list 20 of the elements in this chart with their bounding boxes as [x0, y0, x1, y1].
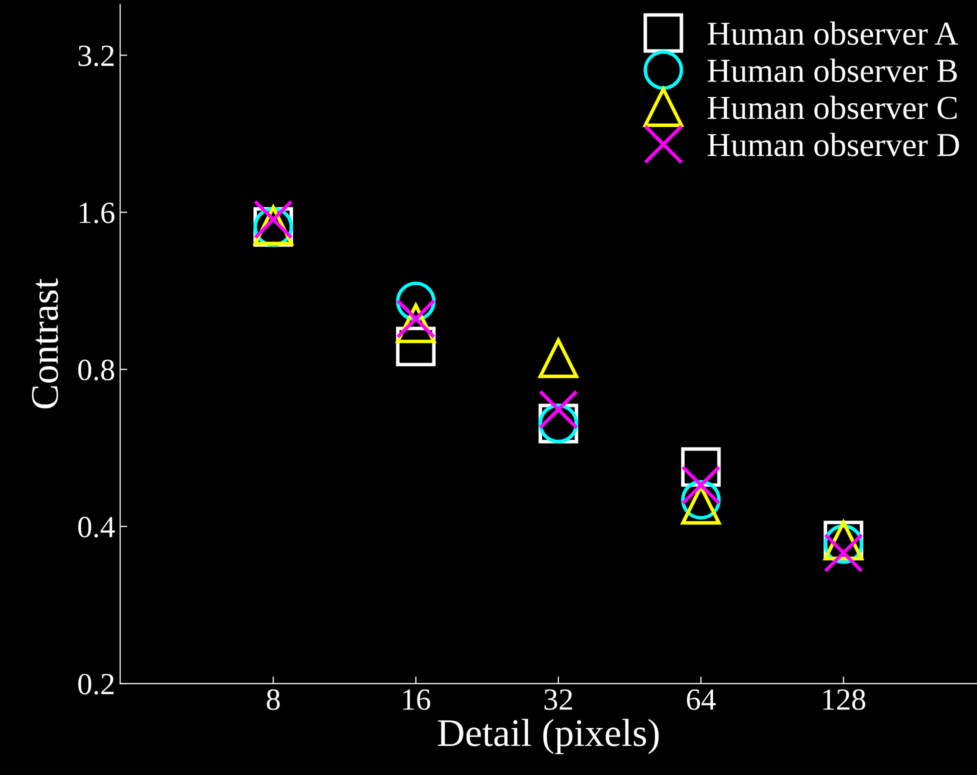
y-tick-label: 0.8	[78, 360, 114, 380]
y-tick-label: 3.2	[78, 46, 114, 66]
y-tick-label: 0.2	[78, 674, 114, 695]
legend-label: Human observer A	[708, 22, 958, 45]
point	[538, 390, 578, 430]
y-axis-title: Contrast	[32, 278, 58, 408]
point	[253, 200, 294, 240]
point	[681, 465, 721, 505]
point	[824, 533, 864, 573]
legend-label: Human observer D	[708, 132, 959, 156]
x-tick-label: 8	[266, 689, 280, 710]
x-tick-label: 32	[544, 689, 572, 710]
x-axis-title: Detail (pixels)	[438, 718, 659, 754]
x-tick-label: 128	[823, 689, 866, 710]
y-tick-label: 0.4	[78, 516, 115, 538]
legend-label: Human observer B	[708, 58, 957, 82]
x-tick-label: 16	[403, 689, 430, 710]
x-tick-label: 64	[686, 689, 716, 710]
legend-label: Human observer C	[708, 96, 957, 120]
y-tick-label: 1.6	[80, 202, 114, 224]
